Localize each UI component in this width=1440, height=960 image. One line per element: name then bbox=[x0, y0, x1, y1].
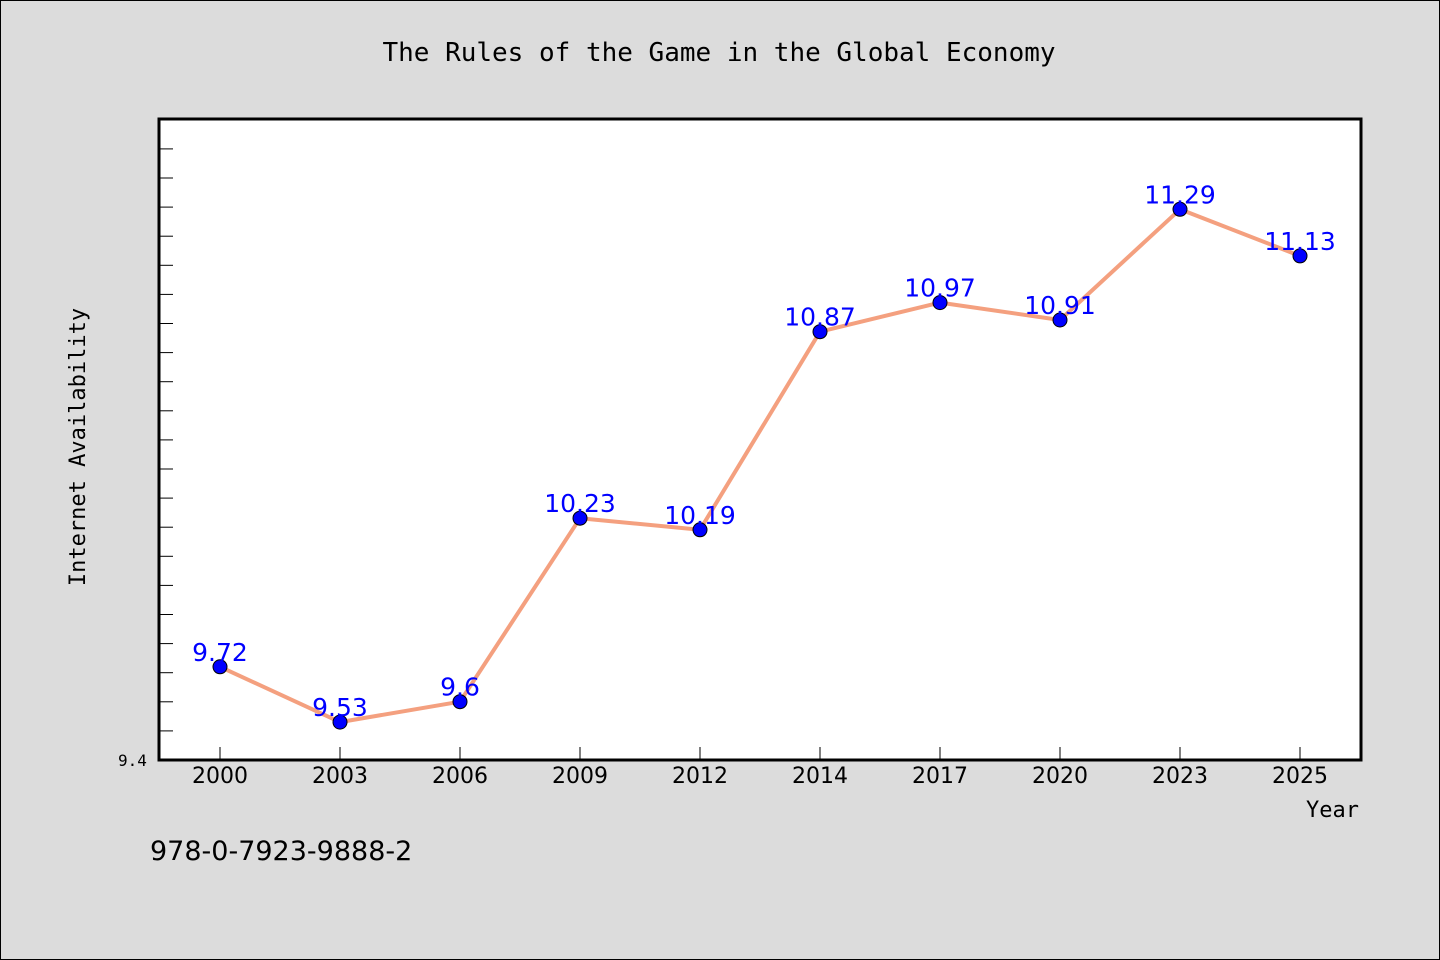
data-label: 11.13 bbox=[1264, 227, 1336, 256]
data-markers bbox=[212, 201, 1308, 730]
x-tick-label: 2017 bbox=[912, 764, 968, 789]
isbn-footer: 978-0-7923-9888-2 bbox=[150, 836, 413, 867]
data-point bbox=[572, 510, 588, 526]
data-point bbox=[212, 659, 228, 675]
x-tick-label: 2014 bbox=[792, 764, 848, 789]
data-label: 10.23 bbox=[544, 489, 616, 518]
plot-border bbox=[157, 117, 1363, 762]
data-label: 11.29 bbox=[1144, 180, 1216, 209]
x-tick-label: 2025 bbox=[1272, 764, 1328, 789]
data-label: 10.19 bbox=[664, 501, 736, 530]
data-labels: 9.72 9.53 9.6 10.23 10.19 10.87 10.97 10.91 11.2… bbox=[192, 180, 1336, 722]
x-tick-labels: 2000 2003 2006 2009 2012 2014 2017 2020 2023 2025 bbox=[192, 764, 1328, 789]
data-point bbox=[812, 324, 828, 340]
chart-title: The Rules of the Game in the Global Econ… bbox=[382, 38, 1055, 68]
x-tick-label: 2012 bbox=[672, 764, 728, 789]
data-label: 9.6 bbox=[440, 673, 480, 702]
data-label: 10.97 bbox=[904, 274, 976, 303]
x-tick-label: 2023 bbox=[1152, 764, 1208, 789]
data-point bbox=[692, 522, 708, 538]
x-axis-label: Year bbox=[1306, 798, 1359, 823]
data-point bbox=[332, 714, 348, 730]
x-tick-label: 2020 bbox=[1032, 764, 1088, 789]
data-label: 10.91 bbox=[1024, 291, 1096, 320]
data-point bbox=[1052, 312, 1068, 328]
data-label: 9.53 bbox=[312, 693, 368, 722]
data-point bbox=[452, 694, 468, 710]
x-axis-ticks bbox=[219, 747, 1301, 760]
x-tick-label: 2006 bbox=[432, 764, 488, 789]
x-tick-label: 2003 bbox=[312, 764, 368, 789]
data-point bbox=[932, 295, 948, 311]
data-point bbox=[1172, 201, 1188, 217]
series-line bbox=[218, 207, 1302, 725]
y-axis-label: Internet Availability bbox=[66, 308, 91, 586]
data-label: 9.72 bbox=[192, 638, 248, 667]
data-label: 10.87 bbox=[784, 303, 856, 332]
x-tick-label: 2009 bbox=[552, 764, 608, 789]
y-axis-min-label: 9.4 bbox=[118, 751, 147, 770]
x-tick-label: 2000 bbox=[192, 764, 248, 789]
y-axis-ticks bbox=[159, 148, 173, 732]
data-point bbox=[1292, 248, 1308, 264]
